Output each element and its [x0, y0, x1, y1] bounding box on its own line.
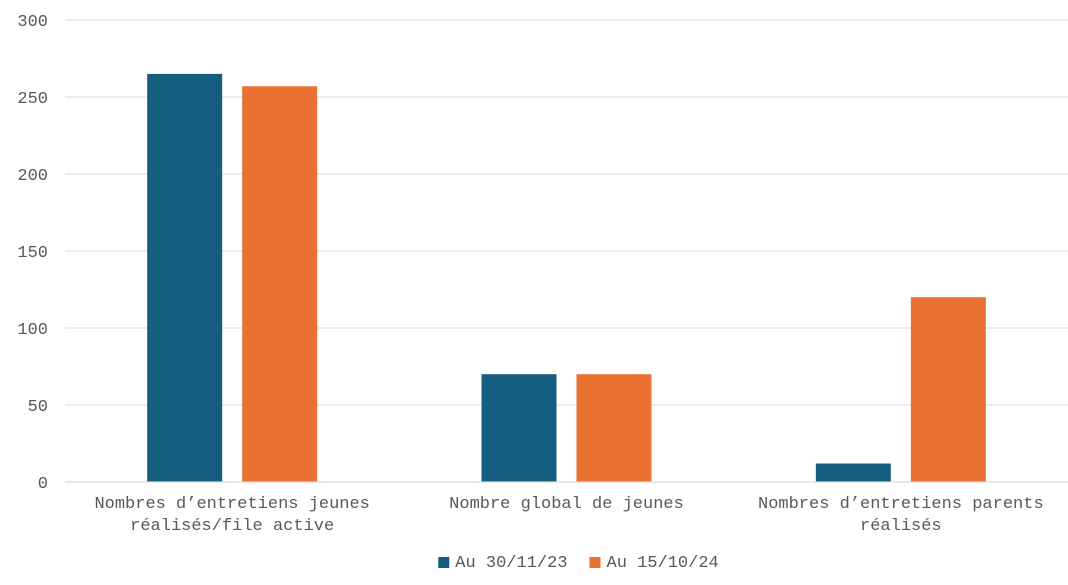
legend: Au 30/11/23 Au 15/10/24 — [438, 554, 719, 573]
x-category-label: réalisés/file active — [130, 517, 334, 536]
x-category-label: réalisés — [860, 517, 942, 536]
y-tick-label: 100 — [17, 321, 48, 340]
bar-series-2-cat-3 — [910, 297, 986, 482]
bar-series-1-cat-3 — [815, 463, 891, 482]
x-category-label: Nombres d’entretiens parents — [758, 495, 1044, 514]
legend-label: Au 15/10/24 — [607, 554, 719, 573]
y-tick-label: 200 — [17, 167, 48, 186]
y-tick-label: 0 — [38, 475, 48, 494]
x-category-label: Nombre global de jeunes — [449, 495, 684, 514]
bar-series-1-cat-1 — [147, 73, 223, 483]
bars — [147, 73, 986, 483]
y-axis-tick-labels: 0 50 100 150 200 250 300 — [17, 13, 48, 494]
bar-series-2-cat-2 — [576, 374, 652, 482]
x-category-label: Nombres d’entretiens jeunes — [94, 495, 369, 514]
gridlines — [65, 19, 1068, 406]
y-tick-label: 150 — [17, 244, 48, 263]
bar-series-1-cat-2 — [481, 374, 557, 482]
y-tick-label: 250 — [17, 90, 48, 109]
bar-series-2-cat-1 — [242, 86, 318, 482]
legend-label: Au 30/11/23 — [455, 554, 567, 573]
x-axis-category-labels: Nombres d’entretiens jeunes réalisés/file… — [94, 495, 1043, 536]
y-tick-label: 300 — [17, 13, 48, 32]
legend-swatch — [438, 557, 450, 568]
y-tick-label: 50 — [28, 398, 48, 417]
legend-swatch — [589, 557, 601, 568]
